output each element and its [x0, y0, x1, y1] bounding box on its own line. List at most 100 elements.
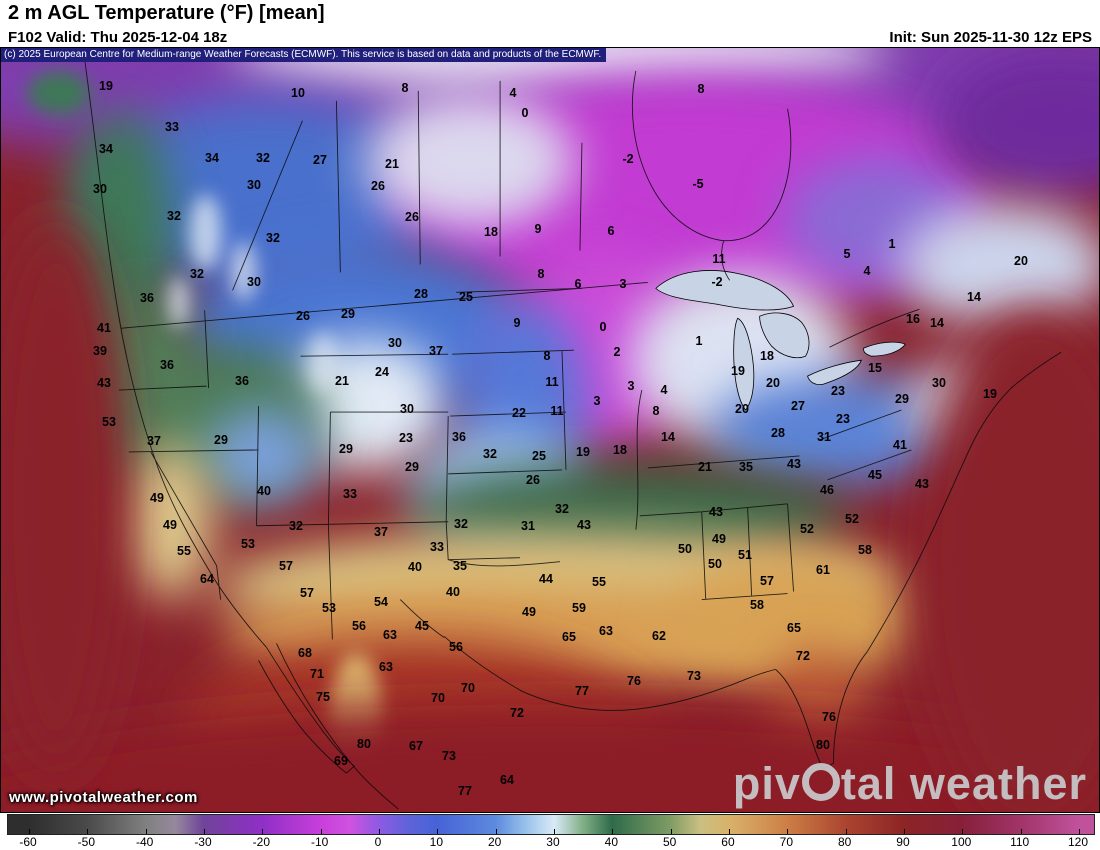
watermark-url: www.pivotalweather.com [9, 789, 198, 806]
temperature-map: (c) 2025 European Centre for Medium-rang… [0, 47, 1100, 813]
temp-label: 1 [695, 334, 703, 348]
temp-label: 32 [256, 151, 270, 165]
scale-value-label: -20 [252, 835, 270, 849]
temp-label: 5 [843, 247, 851, 261]
scale-value-label: 70 [779, 835, 794, 849]
temp-label: 24 [375, 365, 389, 379]
temp-label: 4 [509, 86, 517, 100]
temp-label: 26 [526, 473, 540, 487]
temp-label: 70 [461, 681, 475, 695]
temp-label: 76 [822, 710, 836, 724]
temp-label: 49 [150, 491, 164, 505]
temp-label: 11 [545, 375, 559, 389]
temp-label: 19 [983, 387, 997, 401]
temp-label: 36 [235, 374, 249, 388]
temp-label: 8 [543, 349, 551, 363]
temp-label: 32 [289, 519, 303, 533]
scale-value-label: 40 [604, 835, 619, 849]
temp-label: 40 [257, 484, 271, 498]
scale-value-label: 120 [1067, 835, 1088, 849]
scale-tick [962, 829, 964, 834]
scale-tick [437, 829, 439, 834]
great-lakes-group [655, 270, 906, 411]
temp-label: 52 [845, 512, 859, 526]
temp-label: 3 [593, 394, 601, 408]
temp-label: 23 [399, 431, 413, 445]
temp-label: 43 [97, 376, 111, 390]
temp-label: 23 [831, 384, 845, 398]
temp-label: 30 [247, 178, 261, 192]
scale-bar [7, 814, 1095, 835]
temp-label: 69 [334, 754, 348, 768]
temp-label: 0 [521, 106, 529, 120]
temp-label: 71 [310, 667, 324, 681]
temp-label: 34 [205, 151, 219, 165]
temp-label: 32 [266, 231, 280, 245]
temp-label: 32 [555, 502, 569, 516]
temp-label: 39 [93, 344, 107, 358]
temp-label: 64 [500, 773, 514, 787]
temp-label: 28 [414, 287, 428, 301]
ecmwf-copyright: (c) 2025 European Centre for Medium-rang… [1, 48, 607, 62]
temp-label: 30 [247, 275, 261, 289]
temp-label: 32 [483, 447, 497, 461]
scale-tick [87, 829, 89, 834]
temp-label: 50 [678, 542, 692, 556]
temp-label: 37 [429, 344, 443, 358]
scale-labels: -60 -50 -40 -30 -20 -10 0 10 20 30 40 50 60 70 80 90 100… [0, 835, 1100, 850]
temp-label: 22 [512, 406, 526, 420]
temp-label: 33 [430, 540, 444, 554]
scale-value-label: 80 [837, 835, 852, 849]
temp-label: 21 [698, 460, 712, 474]
temp-label: 29 [339, 442, 353, 456]
temp-label: 2 [613, 345, 621, 359]
temp-label: 56 [449, 640, 463, 654]
temp-label: 29 [341, 307, 355, 321]
color-scale: -60 -50 -40 -30 -20 -10 0 10 20 30 40 50 60 70 80 90 100… [0, 813, 1100, 850]
scale-value-label: 0 [374, 835, 382, 849]
temp-label: 58 [750, 598, 764, 612]
temp-label: 1 [888, 237, 896, 251]
temp-label: 65 [787, 621, 801, 635]
temp-label: 43 [577, 518, 591, 532]
temp-label: 49 [163, 518, 177, 532]
temp-label: 26 [405, 210, 419, 224]
temp-label: 6 [574, 277, 582, 291]
temp-label: 53 [102, 415, 116, 429]
temp-label: 33 [165, 120, 179, 134]
valid-time-label: F102 Valid: Thu 2025-12-04 18z [8, 29, 228, 46]
scale-tick [1078, 829, 1080, 834]
temp-label: 30 [932, 376, 946, 390]
temp-label: 77 [458, 784, 472, 798]
temp-label: 36 [452, 430, 466, 444]
temp-label: 4 [863, 264, 871, 278]
temp-label: 53 [322, 601, 336, 615]
scale-tick [670, 829, 672, 834]
temp-label: -2 [711, 275, 723, 289]
temp-label: 55 [592, 575, 606, 589]
scale-tick [203, 829, 205, 834]
scale-value-label: -10 [310, 835, 329, 849]
temp-label: 62 [652, 629, 666, 643]
temp-label: 29 [405, 460, 419, 474]
scale-value-label: -60 [19, 835, 37, 849]
scale-tick [553, 829, 555, 834]
temp-label: 3 [627, 379, 635, 393]
temp-label: 3 [619, 277, 627, 291]
init-time-label: Init: Sun 2025-11-30 12z EPS [889, 29, 1092, 46]
temp-label: 30 [93, 182, 107, 196]
temp-label: 57 [279, 559, 293, 573]
temp-label: 72 [510, 706, 524, 720]
temp-label: 18 [613, 443, 627, 457]
temp-label: 46 [820, 483, 834, 497]
temp-label: 68 [298, 646, 312, 660]
temp-label: 40 [408, 560, 422, 574]
temp-label: 34 [99, 142, 113, 156]
temp-label: 49 [712, 532, 726, 546]
temp-label: 27 [791, 399, 805, 413]
temp-label: 4 [660, 383, 668, 397]
temp-label: 27 [313, 153, 327, 167]
temp-label: 45 [415, 619, 429, 633]
temp-label: 8 [537, 267, 545, 281]
temp-label: 31 [521, 519, 535, 533]
